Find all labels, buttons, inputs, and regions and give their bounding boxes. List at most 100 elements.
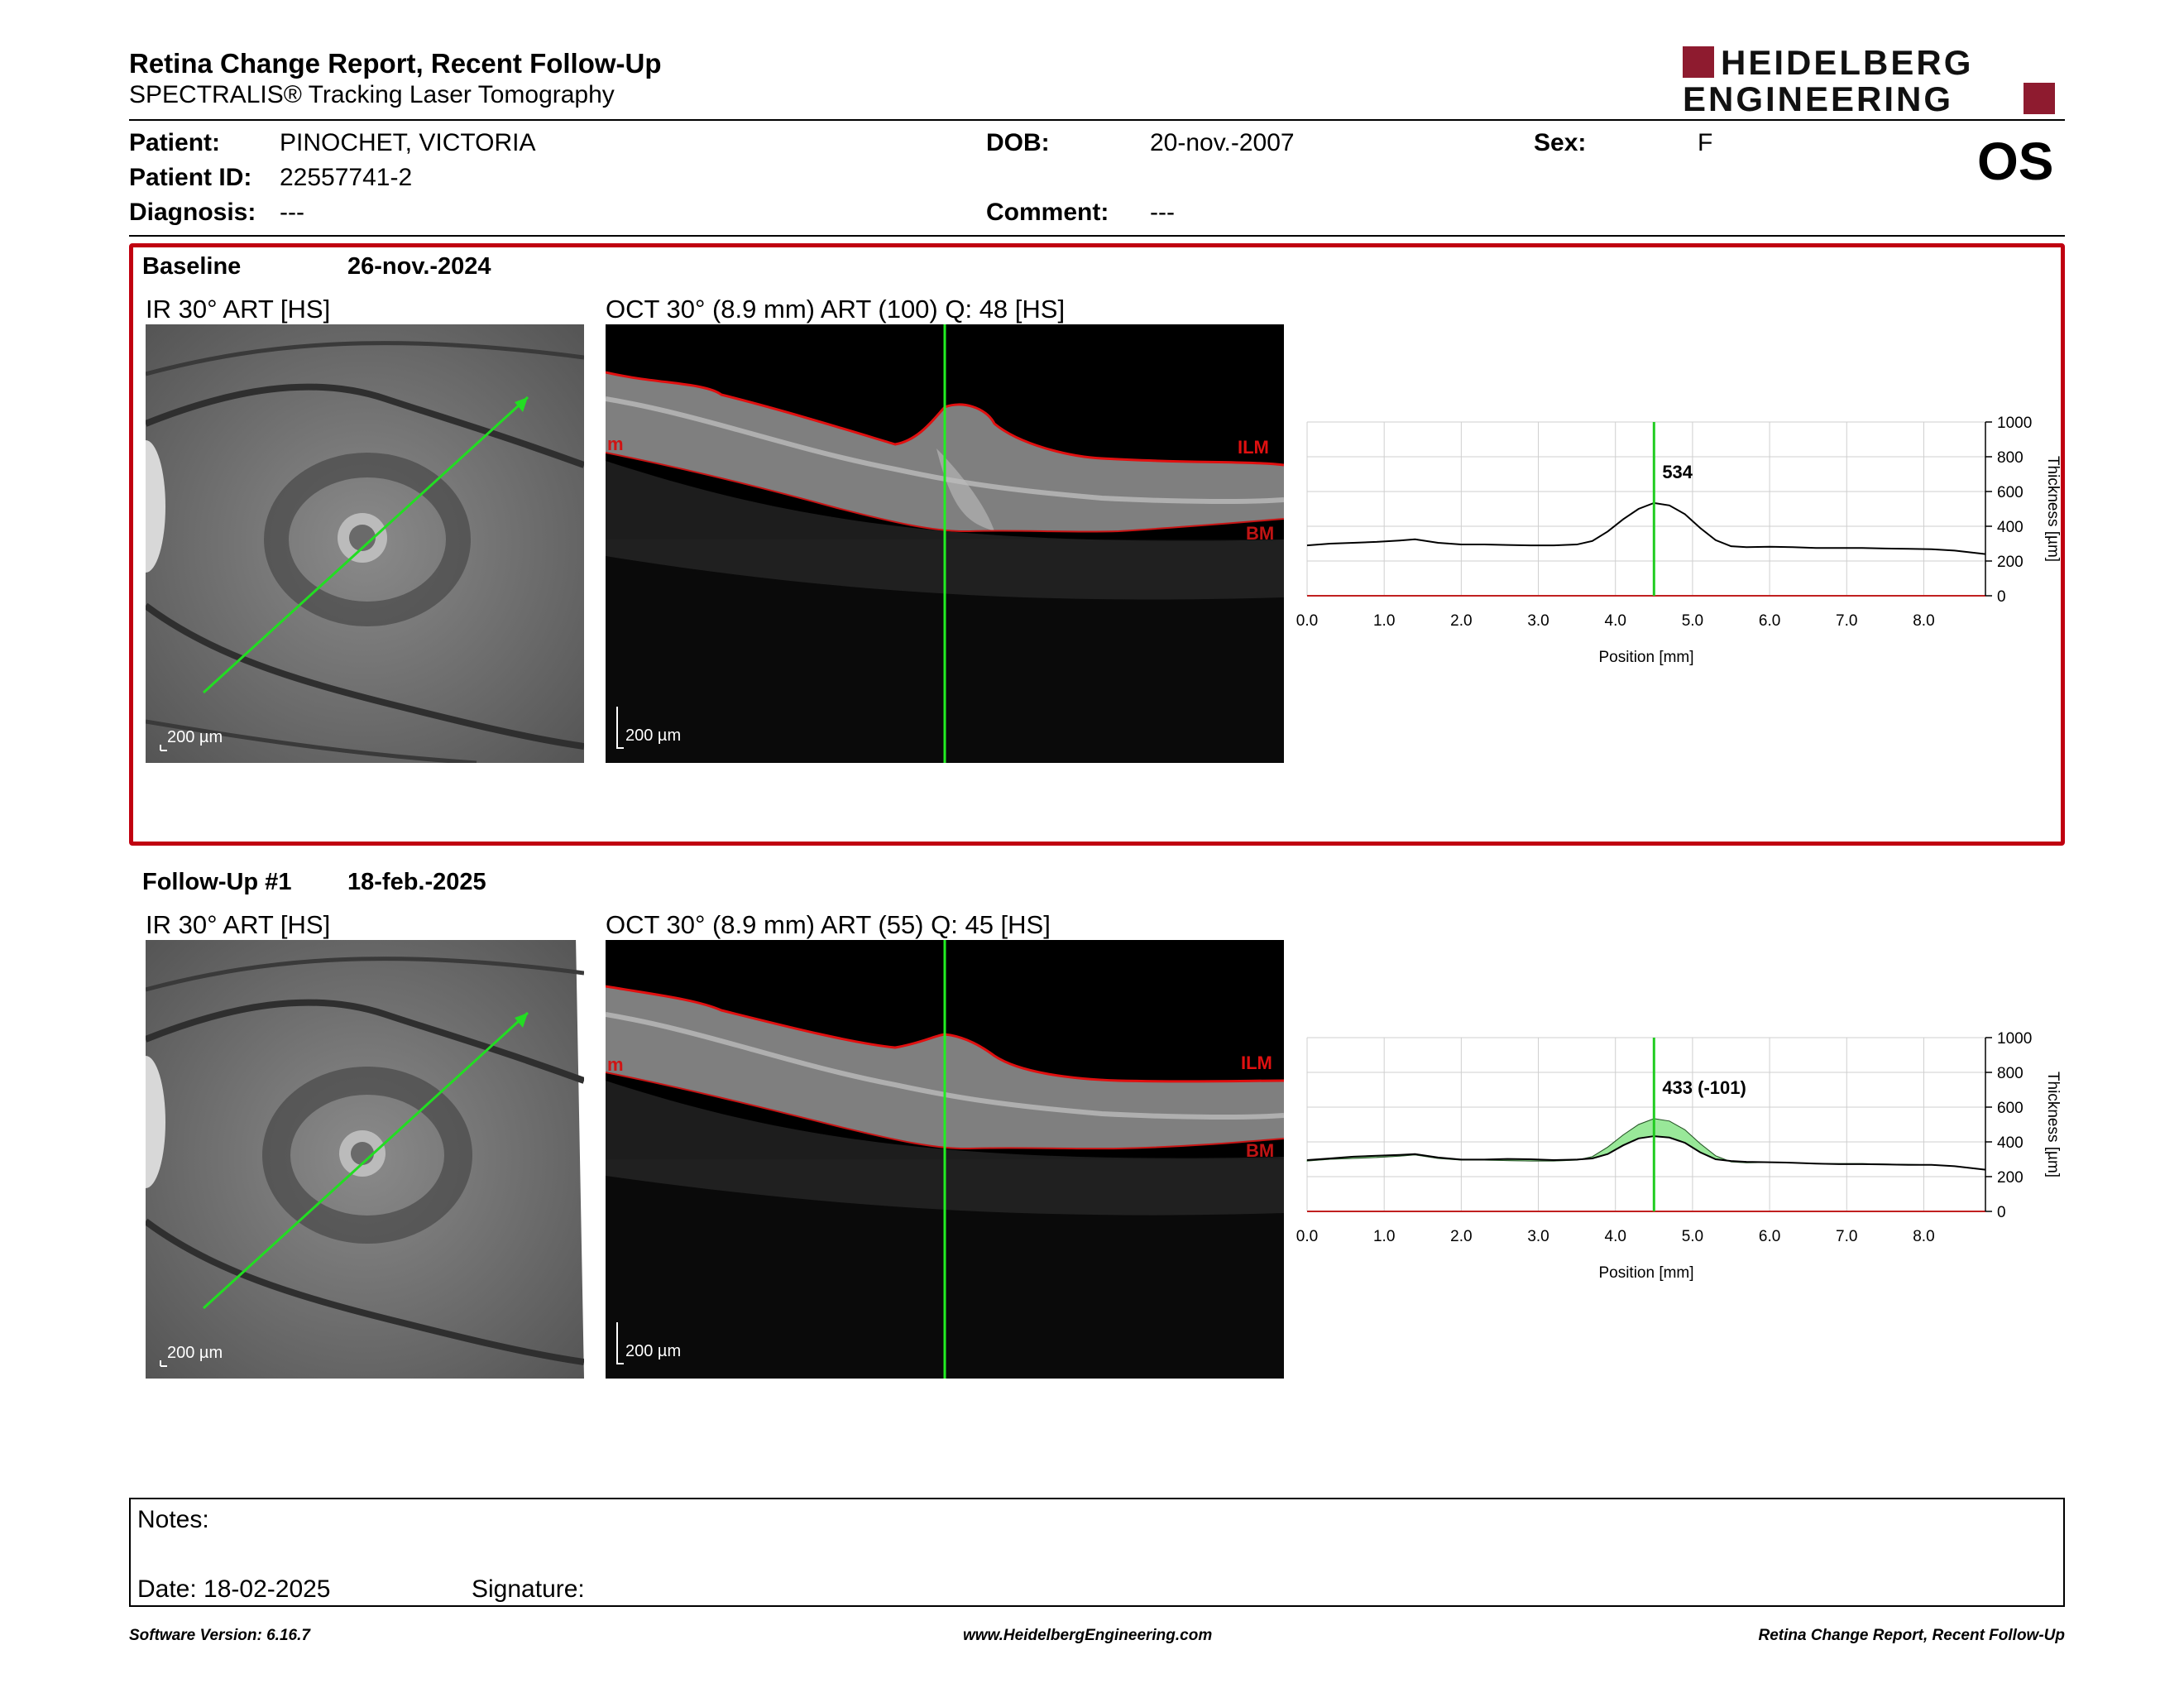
footer-report: Retina Change Report, Recent Follow-Up: [1758, 1627, 2065, 1644]
followup-ilm-label: ILM: [1241, 1053, 1272, 1073]
y-tick-label: 400: [1997, 519, 2024, 536]
x-tick-label: 5.0: [1682, 612, 1703, 630]
baseline-ir-scale: 200 µm: [167, 728, 223, 746]
baseline-label: Baseline: [142, 253, 242, 280]
comment-label: Comment:: [986, 199, 1109, 226]
footer-software: Software Version: 6.16.7: [129, 1627, 310, 1644]
baseline-oct-scan: [606, 324, 1284, 763]
optic-disc: [146, 1056, 165, 1188]
y-tick-label: 0: [1997, 1204, 2006, 1221]
y-tick-label: 600: [1997, 484, 2024, 501]
baseline-oct-caption: OCT 30° (8.9 mm) ART (100) Q: 48 [HS]: [606, 295, 1066, 324]
y-tick-label: 1000: [1997, 1030, 2032, 1048]
sex-label: Sex:: [1534, 129, 1587, 156]
y-tick-label: 800: [1997, 1065, 2024, 1082]
baseline-thickness-chart: 0 200 400 600 800 1000 0.0 1.0 2.0 3.0 4.0 5.0 6.0 7.…: [1296, 415, 2062, 666]
x-axis-label: Position [mm]: [1598, 1264, 1693, 1282]
x-tick-label: 7.0: [1836, 1228, 1857, 1245]
baseline-section-box: [129, 243, 2065, 846]
followup-bm-label: BM: [1246, 1140, 1275, 1161]
dob-value: 20-nov.-2007: [1150, 129, 1295, 156]
followup-date: 18-feb.-2025: [347, 869, 486, 895]
baseline-date: 26-nov.-2024: [347, 253, 491, 280]
patient-id-label: Patient ID:: [129, 164, 252, 191]
x-tick-label: 5.0: [1682, 1228, 1703, 1245]
dob-label: DOB:: [986, 129, 1050, 156]
followup-oct-image: m ILM BM 200 µm: [606, 940, 1284, 1379]
diagnosis-value: ---: [280, 199, 304, 226]
comment-value: ---: [1150, 199, 1175, 226]
followup-ir-scale: 200 µm: [167, 1344, 223, 1362]
baseline-ir-image: 200 µm: [146, 324, 584, 763]
logo-line-1: HEIDELBERG: [1721, 43, 1974, 82]
y-tick-label: 0: [1997, 588, 2006, 606]
bm-line: [606, 452, 1284, 533]
x-tick-label: 3.0: [1527, 612, 1549, 630]
optic-disc: [146, 440, 165, 573]
baseline-ilm-label: ILM: [1238, 437, 1269, 458]
x-tick-label: 6.0: [1759, 612, 1780, 630]
baseline-ir-caption: IR 30° ART [HS]: [146, 295, 331, 324]
followup-edge-mark: m: [607, 1054, 624, 1075]
notes-label: Notes:: [137, 1506, 209, 1533]
x-tick-label: 2.0: [1450, 612, 1472, 630]
x-tick-label: 7.0: [1836, 612, 1857, 630]
y-axis-label: Thickness [µm]: [2044, 1072, 2062, 1177]
x-axis-label: Position [mm]: [1598, 649, 1693, 666]
followup-ir-image: 200 µm: [146, 940, 584, 1379]
cursor-value-label: 534: [1662, 462, 1693, 482]
report-title: Retina Change Report, Recent Follow-Up: [129, 48, 662, 79]
x-tick-label: 8.0: [1913, 1228, 1934, 1245]
y-tick-label: 400: [1997, 1134, 2024, 1152]
x-tick-label: 6.0: [1759, 1228, 1780, 1245]
baseline-edge-mark: m: [607, 434, 624, 454]
logo-square-bottom: [2024, 83, 2055, 114]
header-rule: [129, 119, 2065, 121]
thickness-line: [1306, 501, 1986, 555]
y-axis-label: Thickness [µm]: [2044, 456, 2062, 562]
x-tick-label: 0.0: [1296, 612, 1318, 630]
x-tick-label: 2.0: [1450, 1228, 1472, 1245]
patient-name: PINOCHET, VICTORIA: [280, 129, 536, 156]
baseline-ir-fundus: [146, 324, 584, 763]
followup-ir-caption: IR 30° ART [HS]: [146, 910, 331, 939]
patient-rule: [129, 235, 2065, 237]
baseline-oct-image: m ILM BM 200 µm: [606, 324, 1284, 763]
followup-ir-fundus: [146, 940, 584, 1379]
thickness-difference-area: [1306, 1118, 1986, 1171]
baseline-bm-label: BM: [1246, 523, 1275, 544]
patient-id: 22557741-2: [280, 164, 413, 191]
sex-value: F: [1698, 129, 1713, 156]
heidelberg-logo: HEIDELBERG ENGINEERING: [1683, 43, 2063, 118]
bm-line: [606, 1072, 1284, 1150]
x-tick-label: 4.0: [1605, 1228, 1626, 1245]
followup-label: Follow-Up #1: [142, 869, 292, 895]
x-tick-label: 0.0: [1296, 1228, 1318, 1245]
diagnosis-label: Diagnosis:: [129, 199, 256, 226]
notes-signature: Signature:: [472, 1575, 585, 1603]
y-tick-label: 600: [1997, 1100, 2024, 1117]
y-tick-label: 800: [1997, 449, 2024, 467]
x-tick-label: 1.0: [1373, 612, 1395, 630]
notes-date: Date: 18-02-2025: [137, 1575, 331, 1603]
x-tick-label: 8.0: [1913, 612, 1934, 630]
report-subtitle: SPECTRALIS® Tracking Laser Tomography: [129, 81, 615, 108]
footer-website[interactable]: www.HeidelbergEngineering.com: [963, 1627, 1213, 1644]
thickness-line: [1306, 1135, 1986, 1171]
notes-box: Notes: Date: 18-02-2025 Signature:: [129, 1498, 2065, 1607]
scan-line: [202, 396, 529, 694]
y-tick-label: 200: [1997, 554, 2024, 571]
y-tick-label: 200: [1997, 1169, 2024, 1187]
cursor-value-label: 433 (-101): [1662, 1077, 1746, 1098]
baseline-oct-scale: 200 µm: [625, 727, 682, 745]
logo-line-2: ENGINEERING: [1683, 79, 1954, 118]
followup-thickness-chart: 0 200 400 600 800 1000 0.0 1.0 2.0 3.0 4.0 5.0 6.0 7.…: [1296, 1030, 2062, 1282]
patient-label: Patient:: [129, 129, 221, 156]
logo-square-top: [1683, 46, 1714, 78]
eye-label: OS: [1977, 132, 2054, 191]
followup-oct-caption: OCT 30° (8.9 mm) ART (55) Q: 45 [HS]: [606, 910, 1051, 939]
x-tick-label: 1.0: [1373, 1228, 1395, 1245]
x-tick-label: 3.0: [1527, 1228, 1549, 1245]
x-tick-label: 4.0: [1605, 612, 1626, 630]
scan-line: [202, 1011, 529, 1310]
